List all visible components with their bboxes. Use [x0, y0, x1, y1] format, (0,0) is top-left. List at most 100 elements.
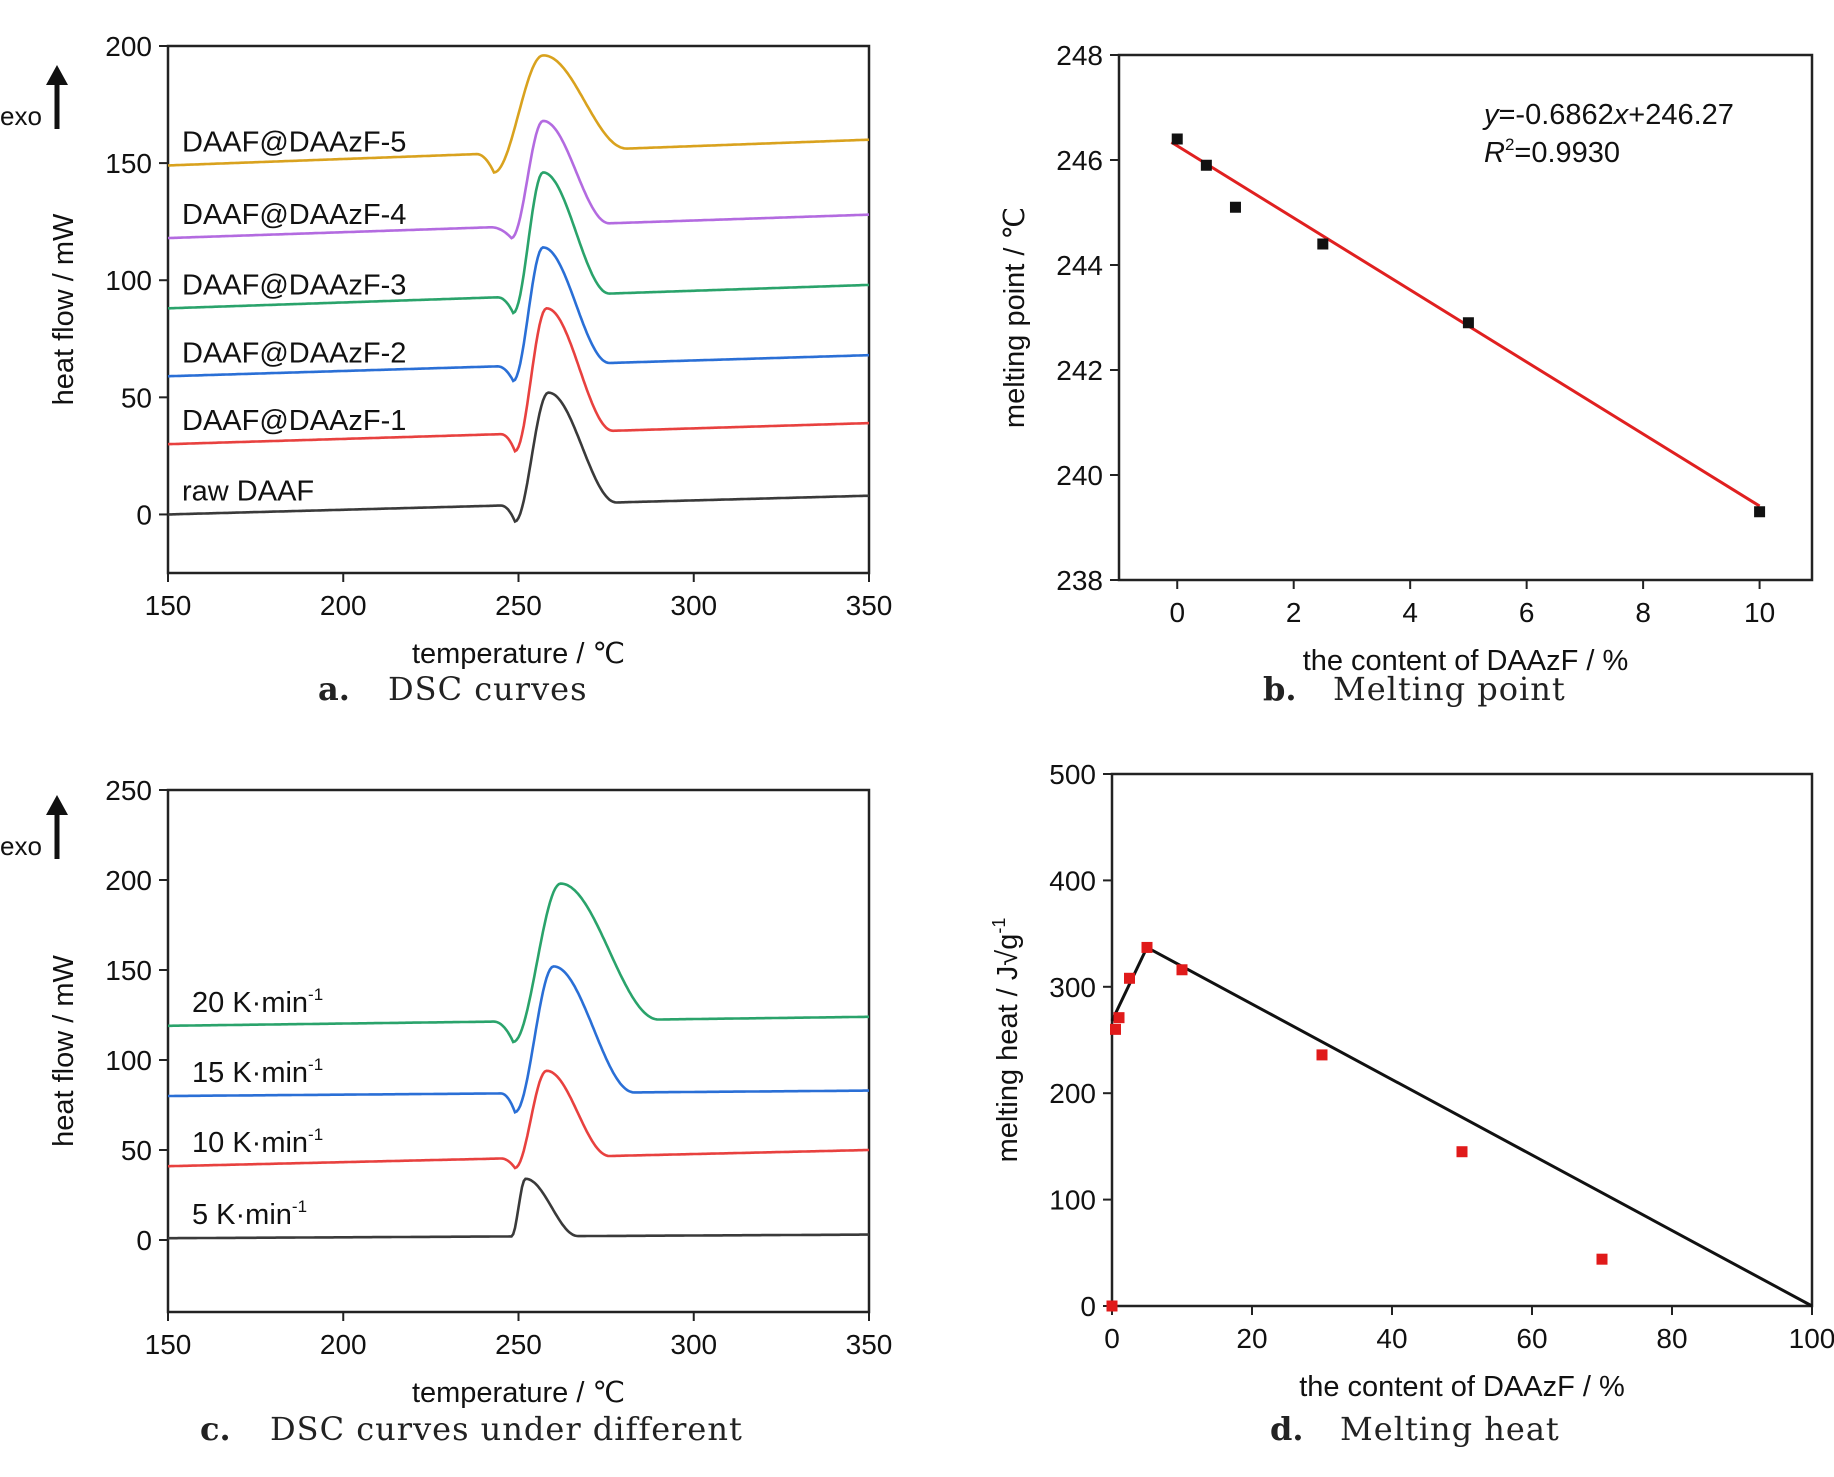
data-point-4 [1141, 941, 1153, 953]
x-tick-label: 80 [1656, 1323, 1687, 1354]
plot-frame [166, 788, 871, 1314]
data-point-5 [1176, 964, 1188, 976]
x-axis-label: the content of DAAzF / % [1303, 645, 1629, 677]
equation-intercept: +246.27 [1628, 99, 1734, 131]
series-label-sup-0: -1 [292, 1197, 307, 1216]
series-label-0: 5 K·min-1 [192, 1197, 307, 1231]
equation-y-var: y [1482, 99, 1500, 131]
y-tick-label: 240 [1056, 460, 1103, 491]
series-label-sup-3: -1 [308, 985, 323, 1004]
series-line-0 [168, 1177, 869, 1240]
caption-text: Melting point [1333, 670, 1566, 708]
x-tick-label: 300 [670, 590, 717, 621]
series-line-4 [167, 119, 870, 240]
series-label-5: DAAF@DAAzF-5 [182, 126, 406, 158]
x-tick-label: 60 [1516, 1323, 1547, 1354]
y-tick-label: 500 [1049, 759, 1096, 790]
y-tick-label: 0 [136, 1225, 152, 1256]
y-tick-label: 400 [1049, 865, 1096, 896]
series-line-3 [168, 882, 869, 1044]
chart-panel-c: 150 200 250 300 350 0 50 100 150 200 250 temperatur… [0, 775, 892, 1448]
data-point-2 [1229, 201, 1241, 213]
r2-var: R [1484, 137, 1505, 169]
data-point-1 [1110, 1023, 1121, 1035]
y-tick-label: 250 [105, 775, 152, 806]
series-label-sup-2: -1 [308, 1055, 323, 1074]
y-axis-label: heat flow / mW [48, 954, 80, 1146]
y-axis-label-sup: -1 [989, 918, 1009, 934]
x-tick-label: 300 [670, 1329, 717, 1360]
series-label-3: DAAF@DAAzF-3 [182, 269, 406, 301]
x-tick-label: 250 [495, 1329, 542, 1360]
x-tick-label: 200 [320, 590, 367, 621]
x-tick-label: 10 [1744, 597, 1775, 628]
series-label-sup-1: -1 [308, 1125, 323, 1144]
equation-x-var: x [1612, 99, 1630, 131]
series-label-3: 20 K·min-1 [192, 985, 323, 1019]
series-line-2 [167, 246, 869, 383]
series-label-0: raw DAAF [182, 475, 314, 507]
series-line-3 [168, 171, 870, 315]
caption-letter: b. [1263, 670, 1297, 708]
x-tick-label: 2 [1286, 597, 1302, 628]
x-tick-label: 250 [495, 590, 542, 621]
series-label-2: 15 K·min-1 [192, 1055, 323, 1089]
data-point-7 [1456, 1146, 1468, 1158]
x-tick-label: 40 [1376, 1323, 1407, 1354]
r2-value: =0.9930 [1514, 137, 1620, 169]
fit-line-0 [1110, 946, 1149, 1022]
y-tick-label: 100 [105, 265, 152, 296]
y-tick-label: 242 [1056, 355, 1103, 386]
x-tick-label: 200 [320, 1329, 367, 1360]
y-tick-label: 200 [105, 31, 152, 62]
y-tick-label: 238 [1056, 565, 1103, 596]
fit-equation: y=-0.6862x+246.27 [1482, 99, 1734, 131]
series-label-2: DAAF@DAAzF-2 [182, 337, 406, 369]
x-tick-label: 100 [1789, 1323, 1834, 1354]
x-tick-label: 0 [1169, 597, 1185, 628]
y-tick-label: 248 [1056, 40, 1103, 71]
data-point-1 [1200, 159, 1212, 171]
y-tick-label: 300 [1049, 972, 1096, 1003]
y-tick-label: 100 [1049, 1185, 1096, 1216]
x-tick-label: 150 [145, 1329, 192, 1360]
plot-frame [1117, 53, 1814, 582]
series-line-1 [168, 1069, 869, 1170]
y-tick-label: 0 [1080, 1291, 1096, 1322]
x-tick-label: 8 [1635, 597, 1651, 628]
x-tick-label: 0 [1104, 1323, 1120, 1354]
data-point-0 [1106, 1300, 1118, 1312]
exo-arrow-head [46, 65, 68, 85]
y-tick-label: 100 [105, 1045, 152, 1076]
data-point-5 [1754, 506, 1766, 518]
data-point-0 [1171, 133, 1183, 145]
chart-panel-d: 0 20 40 60 80 100 0 100 200 300 400 500 the content … [989, 759, 1834, 1448]
y-tick-label: 200 [105, 865, 152, 896]
y-tick-label: 244 [1056, 250, 1103, 281]
x-axis-label: temperature / ℃ [412, 638, 625, 670]
y-axis-label: melting heat / J√g-1 [989, 918, 1024, 1163]
y-tick-label: 246 [1056, 145, 1103, 176]
y-tick-label: 200 [1049, 1078, 1096, 1109]
caption-text: DSC curves [388, 670, 588, 708]
series-line-5 [167, 54, 870, 175]
plot-frame [1110, 772, 1814, 1308]
data-point-8 [1596, 1253, 1608, 1265]
r2-sup: 2 [1505, 135, 1514, 154]
series-label-4: DAAF@DAAzF-4 [182, 199, 406, 231]
equation-slope: =-0.6862 [1499, 99, 1614, 131]
series-label-1: DAAF@DAAzF-1 [182, 405, 406, 437]
fit-r-squared: R2=0.9930 [1484, 135, 1620, 169]
data-point-6 [1316, 1049, 1328, 1061]
fit-line-1 [1146, 946, 1813, 1308]
y-tick-label: 150 [105, 148, 152, 179]
data-point-4 [1462, 317, 1474, 329]
y-tick-label: 50 [121, 382, 152, 413]
y-tick-label: 150 [105, 955, 152, 986]
x-axis-label: the content of DAAzF / % [1299, 1371, 1625, 1403]
x-tick-label: 350 [846, 1329, 893, 1360]
data-point-3 [1317, 238, 1329, 250]
